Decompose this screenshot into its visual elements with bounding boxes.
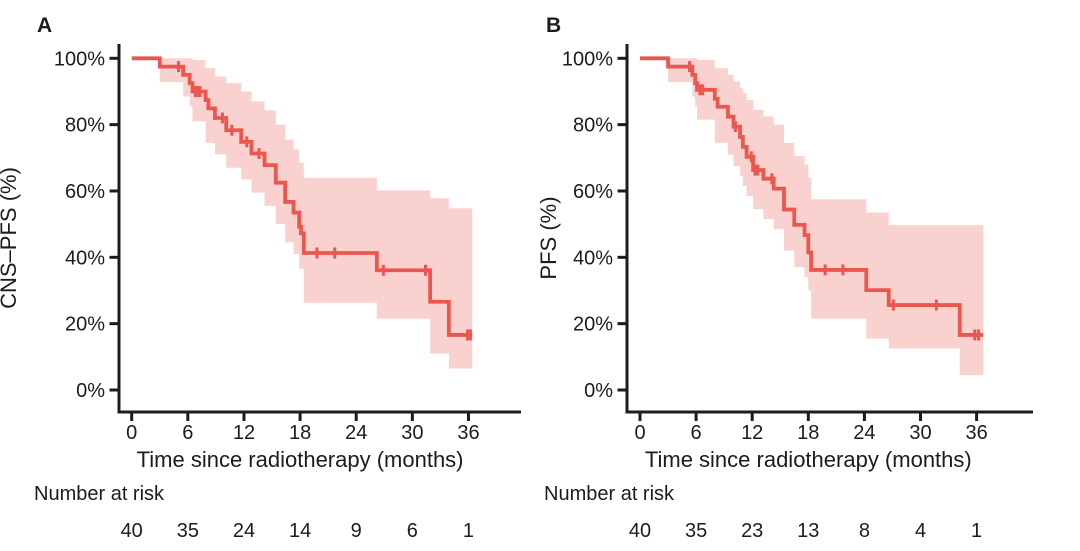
x-tick xyxy=(130,413,134,421)
x-tick xyxy=(806,413,810,421)
number-at-risk-value: 1 xyxy=(463,520,474,542)
y-tick-label: 0% xyxy=(76,380,105,402)
y-axis-line xyxy=(117,44,121,413)
x-tick xyxy=(186,413,190,421)
number-at-risk-value: 6 xyxy=(407,520,418,542)
y-tick xyxy=(617,322,627,326)
y-tick xyxy=(109,388,119,392)
y-tick-label: 80% xyxy=(65,115,105,137)
number-at-risk-value: 8 xyxy=(859,520,870,542)
y-tick-label: 60% xyxy=(65,181,105,203)
panel-letter: B xyxy=(546,14,561,37)
x-tick-label: 36 xyxy=(965,422,987,444)
x-tick-label: 18 xyxy=(289,422,311,444)
number-at-risk-label: Number at risk xyxy=(34,483,165,505)
y-tick-label: 60% xyxy=(573,181,613,203)
y-tick xyxy=(617,388,627,392)
number-at-risk-row: Number at risk 40 35 23 13 8 4 1 xyxy=(544,483,982,542)
y-tick xyxy=(109,322,119,326)
y-tick-label: 20% xyxy=(65,314,105,336)
number-at-risk-value: 35 xyxy=(685,520,707,542)
confidence-band xyxy=(668,58,984,376)
number-at-risk-value: 9 xyxy=(351,520,362,542)
number-at-risk-value: 40 xyxy=(121,520,143,542)
x-tick-label: 18 xyxy=(797,422,819,444)
x-tick-label: 12 xyxy=(741,422,763,444)
y-tick xyxy=(617,189,627,193)
y-tick-label: 40% xyxy=(573,247,613,269)
x-tick-label: 30 xyxy=(909,422,931,444)
y-axis-title: PFS (%) xyxy=(536,196,561,279)
y-tick-label: 0% xyxy=(584,380,613,402)
x-tick xyxy=(694,413,698,421)
x-tick-label: 0 xyxy=(126,422,137,444)
x-tick xyxy=(975,413,979,421)
x-axis-line xyxy=(117,410,521,414)
y-tick xyxy=(109,56,119,60)
x-tick xyxy=(638,413,642,421)
y-tick-label: 100% xyxy=(562,48,613,70)
axes: 0% 20% 40% 60% 80% 100% 0 6 12 18 24 30 36 xyxy=(54,44,521,444)
x-axis-line xyxy=(625,410,1033,414)
x-tick-label: 6 xyxy=(182,422,193,444)
x-tick xyxy=(298,413,302,421)
x-axis-title: Time since radiotherapy (months) xyxy=(645,447,972,472)
x-tick-label: 30 xyxy=(401,422,423,444)
number-at-risk-value: 35 xyxy=(177,520,199,542)
x-axis-title: Time since radiotherapy (months) xyxy=(137,447,464,472)
y-tick xyxy=(109,255,119,259)
number-at-risk-value: 23 xyxy=(741,520,763,542)
panel-A: 0% 20% 40% 60% 80% 100% 0 6 12 18 24 30 36 Time since… xyxy=(0,14,521,542)
x-tick-label: 12 xyxy=(233,422,255,444)
x-tick xyxy=(919,413,922,421)
y-tick-label: 80% xyxy=(573,115,613,137)
panel-letter: A xyxy=(37,14,52,37)
x-tick xyxy=(862,413,866,421)
x-tick-label: 0 xyxy=(634,422,645,444)
number-at-risk-value: 14 xyxy=(289,520,311,542)
y-axis-title: CNS–PFS (%) xyxy=(0,167,21,309)
y-tick xyxy=(617,123,627,127)
x-tick xyxy=(410,413,414,421)
number-at-risk-value: 40 xyxy=(629,520,651,542)
y-tick-label: 100% xyxy=(54,48,105,70)
confidence-band xyxy=(159,58,473,369)
x-tick xyxy=(750,413,754,421)
x-tick-label: 36 xyxy=(457,422,479,444)
axes: 0% 20% 40% 60% 80% 100% 0 6 12 18 24 30 36 xyxy=(562,44,1033,444)
x-tick xyxy=(242,413,246,421)
number-at-risk-value: 13 xyxy=(797,520,819,542)
number-at-risk-value: 4 xyxy=(915,520,926,542)
y-tick xyxy=(109,189,119,193)
x-tick xyxy=(354,413,358,421)
x-tick-label: 6 xyxy=(691,422,702,444)
number-at-risk-row: Number at risk 40 35 24 14 9 6 1 xyxy=(34,483,474,542)
y-tick xyxy=(617,56,627,60)
number-at-risk-value: 1 xyxy=(971,520,982,542)
number-at-risk-label: Number at risk xyxy=(544,483,675,505)
x-tick xyxy=(466,413,470,421)
x-tick-label: 24 xyxy=(853,422,875,444)
y-tick xyxy=(617,255,627,259)
censor-marks xyxy=(176,61,472,341)
y-tick-label: 20% xyxy=(573,314,613,336)
censor-marks xyxy=(688,61,980,341)
y-tick-label: 40% xyxy=(65,247,105,269)
y-tick xyxy=(109,123,119,127)
x-tick-label: 24 xyxy=(345,422,367,444)
number-at-risk-value: 24 xyxy=(233,520,255,542)
y-axis-line xyxy=(625,44,629,413)
